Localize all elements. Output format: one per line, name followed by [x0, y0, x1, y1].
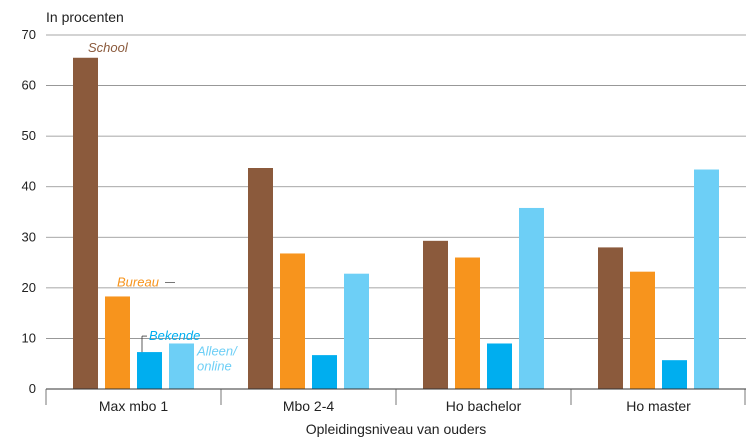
x-tick-label: Max mbo 1: [99, 398, 168, 414]
series-label: Alleen/: [196, 343, 238, 358]
bar: [455, 257, 480, 389]
bar: [694, 169, 719, 389]
gridlines: [46, 34, 746, 339]
y-tick-label: 20: [22, 280, 36, 295]
bar: [248, 168, 273, 389]
x-tick-label: Mbo 2-4: [283, 398, 335, 414]
bar: [630, 271, 655, 389]
series-label: Bekende: [149, 328, 200, 343]
series-label: School: [88, 40, 129, 55]
y-tick-label: 60: [22, 78, 36, 93]
bar: [344, 273, 369, 389]
y-tick-label: 0: [29, 381, 36, 396]
y-axis-label: In procenten: [46, 9, 124, 25]
bar: [280, 253, 305, 389]
y-tick-label: 40: [22, 179, 36, 194]
x-axis-label: Opleidingsniveau van ouders: [306, 421, 487, 437]
bars: [73, 57, 719, 389]
axes: 0 10 20 30 40 50 60 70 Max mbo 1 Mbo 2-4 Ho bachel…: [22, 27, 746, 414]
series-label: online: [197, 358, 232, 373]
bar: [662, 360, 687, 389]
series-label: Bureau: [117, 274, 159, 289]
y-tick-label: 70: [22, 27, 36, 42]
x-tick-label: Ho master: [626, 398, 691, 414]
bar: [598, 247, 623, 389]
bar: [105, 296, 130, 389]
bar: [423, 240, 448, 389]
bar: [487, 343, 512, 389]
bar: [137, 352, 162, 389]
y-tick-label: 10: [22, 330, 36, 345]
bar: [519, 207, 544, 389]
bar: [73, 57, 98, 389]
bar: [169, 343, 194, 389]
y-tick-label: 50: [22, 128, 36, 143]
bar: [312, 355, 337, 389]
y-tick-label: 30: [22, 229, 36, 244]
x-tick-label: Ho bachelor: [446, 398, 522, 414]
